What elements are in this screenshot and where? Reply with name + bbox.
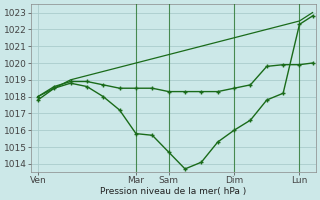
X-axis label: Pression niveau de la mer( hPa ): Pression niveau de la mer( hPa ) (100, 187, 247, 196)
